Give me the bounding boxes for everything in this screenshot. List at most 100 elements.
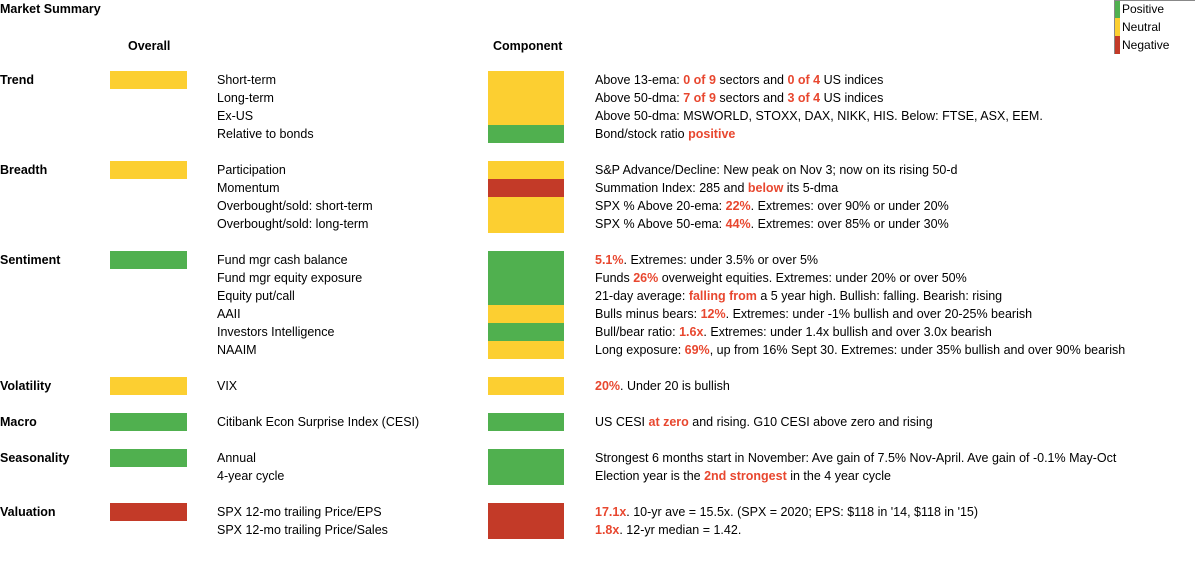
- indicator-label: 4-year cycle: [217, 469, 285, 483]
- component-column-header: Component: [493, 39, 563, 53]
- indicator-description: Long exposure: 69%, up from 16% Sept 30.…: [595, 341, 1125, 359]
- description-text: , up from 16% Sept 30. Extremes: under 3…: [709, 343, 1126, 357]
- indicator-label: VIX: [217, 379, 238, 393]
- highlight-value: 12%: [700, 307, 726, 321]
- highlight-value: 2nd strongest: [704, 469, 787, 483]
- component-status-block: [488, 125, 564, 143]
- indicator-description: US CESI at zero and rising. G10 CESI abo…: [595, 413, 933, 431]
- indicator-label: Ex-US: [217, 109, 254, 123]
- description-text: Long exposure:: [595, 343, 685, 357]
- category-seasonality-overall-status: [110, 449, 187, 467]
- highlight-value: 5.1%: [595, 253, 624, 267]
- page-title: Market Summary: [0, 2, 101, 16]
- component-status-block: [488, 305, 564, 323]
- indicator-description: SPX % Above 50-ema: 44%. Extremes: over …: [595, 215, 949, 233]
- indicator-label: Momentum: [217, 181, 280, 195]
- highlight-value: at zero: [648, 415, 689, 429]
- description-text: . Extremes: under 3.5% or over 5%: [623, 253, 819, 267]
- indicator-label: SPX 12-mo trailing Price/Sales: [217, 523, 388, 537]
- indicator-label: Overbought/sold: short-term: [217, 199, 373, 213]
- description-text: US indices: [820, 73, 884, 87]
- highlight-value: 69%: [684, 343, 710, 357]
- highlight-value: 17.1x: [595, 505, 627, 519]
- indicator-description: 21-day average: falling from a 5 year hi…: [595, 287, 1002, 305]
- description-text: SPX % Above 50-ema:: [595, 217, 726, 231]
- description-text: Strongest 6 months start in November: Av…: [595, 451, 1117, 465]
- highlight-value: 0 of 4: [787, 73, 821, 87]
- indicator-label: Investors Intelligence: [217, 325, 335, 339]
- indicator-description: SPX % Above 20-ema: 22%. Extremes: over …: [595, 197, 949, 215]
- description-text: . Extremes: over 90% or under 20%: [750, 199, 949, 213]
- indicator-label: Short-term: [217, 73, 277, 87]
- indicator-label: AAII: [217, 307, 241, 321]
- highlight-value: positive: [688, 127, 736, 141]
- component-status-block: [488, 161, 564, 179]
- description-text: . Extremes: under 1.4x bullish and over …: [703, 325, 992, 339]
- category-macro-overall-status: [110, 413, 187, 431]
- description-text: . 10-yr ave = 15.5x. (SPX = 2020; EPS: $…: [626, 505, 979, 519]
- indicator-label: Annual: [217, 451, 256, 465]
- legend-label: Negative: [1122, 38, 1170, 52]
- indicator-description: Bull/bear ratio: 1.6x. Extremes: under 1…: [595, 323, 992, 341]
- description-text: US CESI: [595, 415, 649, 429]
- highlight-value: below: [747, 181, 784, 195]
- description-text: 21-day average:: [595, 289, 689, 303]
- indicator-label: Fund mgr cash balance: [217, 253, 348, 267]
- category-valuation-overall-status: [110, 503, 187, 521]
- description-text: a 5 year high. Bullish: falling. Bearish…: [756, 289, 1003, 303]
- highlight-value: 20%: [595, 379, 621, 393]
- indicator-label: SPX 12-mo trailing Price/EPS: [217, 505, 382, 519]
- legend-swatch: [1114, 18, 1120, 36]
- component-status-block: [488, 377, 564, 395]
- indicator-label: Relative to bonds: [217, 127, 314, 141]
- highlight-value: 1.8x: [595, 523, 620, 537]
- description-text: Bulls minus bears:: [595, 307, 701, 321]
- description-text: Funds: [595, 271, 634, 285]
- description-text: . 12-yr median = 1.42.: [619, 523, 742, 537]
- category-trend-overall-status: [110, 71, 187, 89]
- indicator-label: Equity put/call: [217, 289, 295, 303]
- legend-item-neutral: Neutral: [1114, 18, 1196, 36]
- highlight-value: 22%: [725, 199, 751, 213]
- legend-label: Neutral: [1122, 20, 1161, 34]
- highlight-value: 3 of 4: [787, 91, 821, 105]
- category-sentiment-overall-status: [110, 251, 187, 269]
- indicator-label: Participation: [217, 163, 286, 177]
- indicator-label: Long-term: [217, 91, 274, 105]
- component-status-block: [488, 179, 564, 197]
- component-status-block: [488, 503, 564, 539]
- category-volatility-label: Volatility: [0, 379, 52, 393]
- description-text: and rising. G10 CESI above zero and risi…: [688, 415, 933, 429]
- indicator-description: Bond/stock ratio positive: [595, 125, 735, 143]
- category-macro-label: Macro: [0, 415, 37, 429]
- description-text: . Extremes: under -1% bullish and over 2…: [725, 307, 1033, 321]
- description-text: in the 4 year cycle: [786, 469, 891, 483]
- description-text: . Under 20 is bullish: [620, 379, 730, 393]
- description-text: its 5-dma: [783, 181, 839, 195]
- description-text: Summation Index: 285 and: [595, 181, 748, 195]
- component-status-block: [488, 323, 564, 341]
- description-text: sectors and: [715, 91, 788, 105]
- legend-item-positive: Positive: [1114, 0, 1196, 18]
- indicator-description: Above 50-dma: MSWORLD, STOXX, DAX, NIKK,…: [595, 107, 1043, 125]
- component-status-block: [488, 251, 564, 305]
- category-seasonality-label: Seasonality: [0, 451, 70, 465]
- component-status-block: [488, 413, 564, 431]
- indicator-description: Election year is the 2nd strongest in th…: [595, 467, 891, 485]
- component-status-block: [488, 341, 564, 359]
- indicator-description: Funds 26% overweight equities. Extremes:…: [595, 269, 967, 287]
- highlight-value: 1.6x: [679, 325, 704, 339]
- component-status-block: [488, 449, 564, 485]
- legend-swatch: [1114, 0, 1120, 18]
- description-text: Above 13-ema:: [595, 73, 684, 87]
- description-text: Election year is the: [595, 469, 705, 483]
- indicator-description: 20%. Under 20 is bullish: [595, 377, 730, 395]
- indicator-label: Citibank Econ Surprise Index (CESI): [217, 415, 420, 429]
- category-volatility-overall-status: [110, 377, 187, 395]
- category-breadth-label: Breadth: [0, 163, 48, 177]
- highlight-value: falling from: [688, 289, 757, 303]
- overall-column-header: Overall: [128, 39, 171, 53]
- category-breadth-overall-status: [110, 161, 187, 179]
- description-text: overweight equities. Extremes: under 20%…: [658, 271, 967, 285]
- description-text: Above 50-dma: MSWORLD, STOXX, DAX, NIKK,…: [595, 109, 1043, 123]
